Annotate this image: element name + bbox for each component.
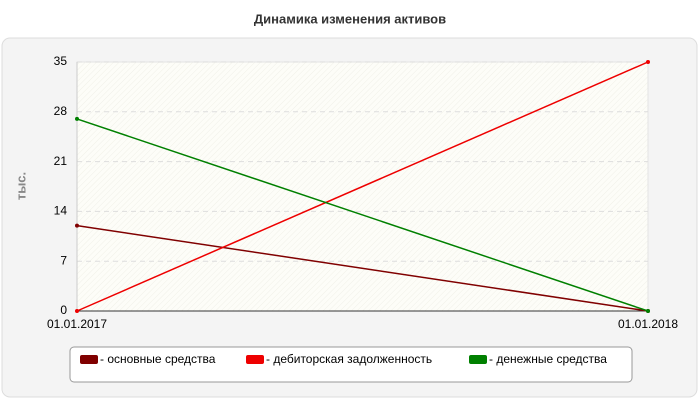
y-axis-label: тыс. [13, 172, 28, 200]
series-line [76, 224, 649, 312]
y-tick-label: 0 [60, 303, 67, 317]
x-tick-label: 01.01.2018 [618, 317, 678, 331]
x-tick-label: 01.01.2017 [47, 317, 107, 331]
legend-swatch [246, 355, 264, 364]
legend-swatch [469, 355, 487, 364]
legend [69, 346, 633, 383]
y-tick-label: 14 [54, 204, 68, 218]
legend-label: - денежные средства [489, 352, 607, 366]
point [75, 223, 79, 228]
y-tick-label: 21 [54, 154, 68, 168]
series-line [76, 61, 649, 312]
legend-swatch [80, 355, 98, 364]
chart-title: Динамика изменения активов [254, 11, 446, 26]
point [75, 309, 79, 313]
y-tick-label: 35 [54, 54, 68, 68]
point [646, 309, 650, 313]
point [75, 116, 79, 121]
legend-label: - дебиторская задолженность [266, 352, 432, 366]
series-line [76, 118, 649, 312]
point [646, 60, 650, 64]
y-tick-label: 28 [54, 104, 68, 118]
y-tick-label: 7 [60, 253, 67, 267]
legend-label: - основные средства [100, 352, 216, 366]
